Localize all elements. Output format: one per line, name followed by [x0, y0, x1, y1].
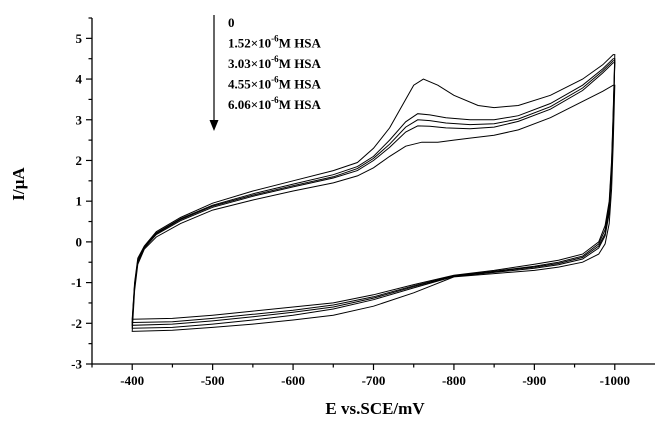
legend-entry: 3.03×10-6M HSA — [228, 54, 322, 71]
y-tick-label: 5 — [76, 31, 83, 46]
cv-curve-4 — [131, 84, 616, 332]
y-tick-label: 0 — [76, 234, 83, 249]
x-tick-label: -900 — [522, 373, 546, 388]
voltammogram-curves — [131, 54, 616, 332]
y-tick-label: 1 — [76, 194, 83, 209]
axes — [91, 18, 655, 365]
legend-down-arrow-head — [209, 120, 219, 131]
x-tick-label: -800 — [442, 373, 466, 388]
cv-curve-0 — [131, 54, 616, 320]
y-tick-label: 4 — [76, 72, 83, 87]
legend-entry: 6.06×10-6M HSA — [228, 95, 322, 112]
cv-curve-3 — [131, 62, 616, 329]
x-axis-title: E vs.SCE/mV — [325, 399, 425, 418]
x-tick-label: -700 — [362, 373, 386, 388]
y-tick-label: -2 — [71, 316, 82, 331]
y-axis-ticks: -3 -2 -1 0 1 2 3 4 5 — [71, 17, 92, 372]
legend: 0 1.52×10-6M HSA 3.03×10-6M HSA 4.55×10-6M … — [209, 15, 322, 131]
legend-entry: 0 — [228, 15, 235, 30]
x-axis-ticks: -400 -500 -600 -700 -800 -900 -1000 — [91, 364, 630, 388]
y-axis-title: I/µA — [9, 167, 28, 201]
y-tick-label: 2 — [76, 153, 83, 168]
y-tick-label: -1 — [71, 275, 82, 290]
cv-curve-1 — [131, 58, 616, 324]
x-tick-label: -500 — [201, 373, 225, 388]
y-tick-label: 3 — [76, 112, 83, 127]
legend-entry: 4.55×10-6M HSA — [228, 75, 322, 92]
cv-curve-2 — [131, 60, 616, 326]
y-tick-label: -3 — [71, 357, 82, 372]
x-tick-label: -1000 — [600, 373, 630, 388]
x-tick-label: -600 — [281, 373, 305, 388]
legend-entry: 1.52×10-6M HSA — [228, 34, 322, 51]
x-tick-label: -400 — [120, 373, 144, 388]
